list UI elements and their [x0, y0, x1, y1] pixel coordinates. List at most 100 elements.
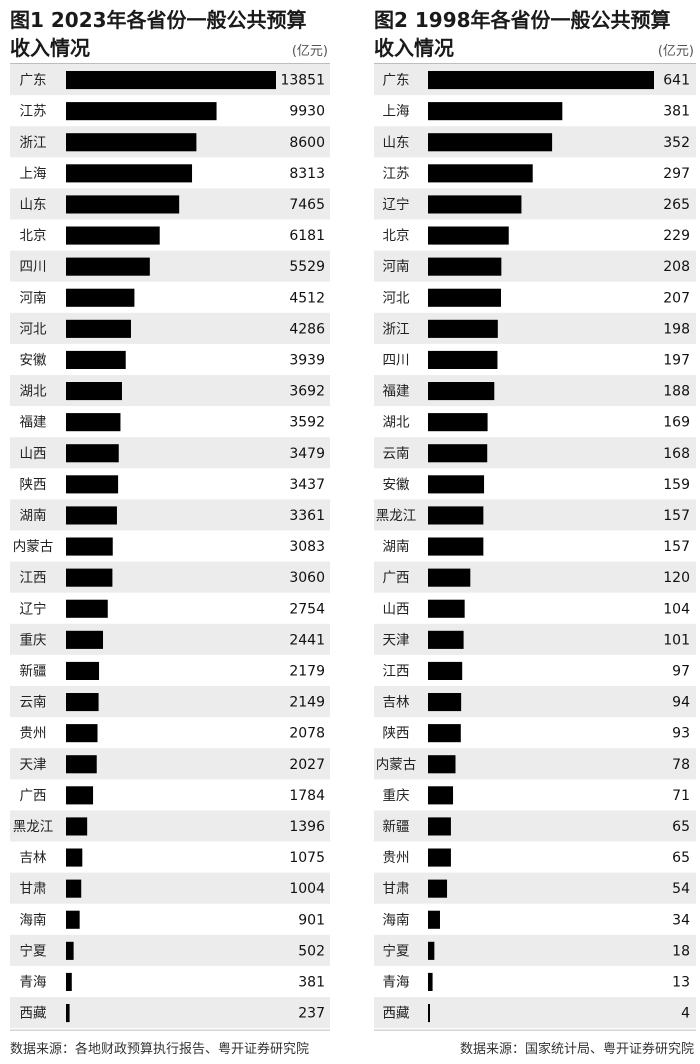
bar [428, 817, 451, 836]
bar-row: 宁夏 18 [374, 934, 696, 966]
category-label: 河北 [383, 290, 410, 306]
row-stripe [10, 250, 330, 282]
bar [66, 133, 197, 152]
row-stripe [10, 810, 330, 842]
bar [428, 786, 454, 805]
value-label: 208 [663, 259, 690, 275]
bar [428, 879, 448, 898]
value-label: 3479 [289, 446, 325, 462]
category-label: 内蒙古 [13, 539, 54, 555]
value-label: 78 [672, 757, 690, 773]
bar-row: 山西 104 [383, 599, 690, 618]
bar-row: 江西 97 [383, 661, 690, 680]
bar [66, 257, 150, 276]
category-label: 湖北 [20, 384, 47, 400]
bar [428, 288, 501, 307]
bar-row: 浙江 198 [374, 312, 696, 344]
bar [428, 755, 456, 774]
bar [66, 102, 217, 121]
bar [66, 941, 74, 960]
category-label: 青海 [383, 974, 410, 990]
value-label: 3437 [289, 477, 325, 493]
bar [66, 786, 94, 805]
category-label: 江苏 [20, 104, 47, 120]
row-stripe [374, 312, 696, 344]
bar-row: 山东 7465 [10, 188, 330, 220]
bar-row: 河南 4512 [20, 288, 325, 307]
category-label: 天津 [383, 632, 410, 648]
chart-title-2023: 图1 2023年各省份一般公共预算 收入情况 [10, 6, 307, 62]
row-stripe [374, 437, 696, 469]
category-label: 河南 [383, 259, 410, 275]
bar-row: 吉林 94 [374, 686, 696, 718]
value-label: 13 [672, 974, 690, 990]
value-label: 157 [663, 508, 690, 524]
bar-chart-2023: 广东 13851 江苏 9930 浙江 8600 上海 8313 山东 7465 北京 6181 四川 5… [10, 64, 330, 1031]
bar [428, 941, 435, 960]
unit-label-1998: (亿元) [657, 44, 694, 59]
category-label: 黑龙江 [13, 819, 54, 835]
value-label: 157 [663, 539, 690, 555]
source-note-2023: 数据来源：各地财政预算执行报告、粤开证券研究院 [10, 1042, 310, 1057]
bar-row: 海南 901 [20, 910, 325, 929]
bar [428, 102, 563, 121]
value-label: 1075 [289, 850, 325, 866]
bar-row: 河北 207 [383, 288, 690, 307]
bar [428, 475, 485, 494]
category-label: 湖南 [383, 539, 410, 555]
row-stripe [374, 748, 696, 780]
value-label: 188 [663, 384, 690, 400]
bar-row: 内蒙古 78 [374, 748, 696, 780]
bar [428, 413, 488, 432]
category-label: 西藏 [20, 1006, 47, 1022]
row-stripe [374, 872, 696, 904]
bar [428, 257, 502, 276]
value-label: 3592 [289, 415, 325, 431]
bar [66, 288, 135, 307]
value-label: 34 [672, 912, 690, 928]
bar-row: 青海 13 [383, 972, 690, 991]
unit-label-2023: (亿元) [291, 44, 328, 59]
bar [428, 599, 465, 618]
bar [66, 910, 80, 929]
bar-row: 江西 3060 [10, 561, 330, 593]
bar-row: 北京 6181 [20, 226, 325, 245]
category-label: 黑龙江 [376, 508, 417, 524]
row-stripe [374, 188, 696, 220]
bar-row: 河北 4286 [10, 312, 330, 344]
value-label: 159 [663, 477, 690, 493]
value-label: 4 [681, 1006, 690, 1022]
value-label: 3083 [289, 539, 325, 555]
value-label: 54 [672, 881, 690, 897]
value-label: 5529 [289, 259, 325, 275]
bar [66, 195, 180, 214]
category-label: 浙江 [20, 135, 47, 151]
bar [66, 630, 104, 649]
value-label: 297 [663, 166, 690, 182]
row-stripe [10, 437, 330, 469]
bar [428, 537, 484, 556]
bar [428, 195, 522, 214]
row-stripe [10, 312, 330, 344]
bar [66, 413, 121, 432]
bar [66, 319, 131, 338]
bar-chart-1998: 广东 641 上海 381 山东 352 江苏 297 辽宁 265 北京 229 河南 208 河北 207… [374, 64, 696, 1031]
bar-row: 四川 197 [383, 350, 690, 369]
source-note-1998: 数据来源：国家统计局、粤开证券研究院 [459, 1042, 694, 1057]
bar [66, 537, 113, 556]
bar [428, 506, 484, 525]
value-label: 168 [663, 446, 690, 462]
value-label: 901 [298, 912, 325, 928]
category-label: 广东 [20, 73, 47, 89]
chart-title-2023-line1: 图1 2023年各省份一般公共预算 [10, 8, 307, 32]
top-divider-1998 [374, 63, 696, 64]
bar-row: 新疆 65 [374, 810, 696, 842]
value-label: 94 [672, 695, 690, 711]
bar [428, 226, 509, 245]
category-label: 云南 [20, 695, 47, 711]
bar [66, 755, 97, 774]
value-label: 8600 [289, 135, 325, 151]
value-label: 3361 [289, 508, 325, 524]
bar [428, 319, 498, 338]
category-label: 贵州 [383, 850, 410, 866]
